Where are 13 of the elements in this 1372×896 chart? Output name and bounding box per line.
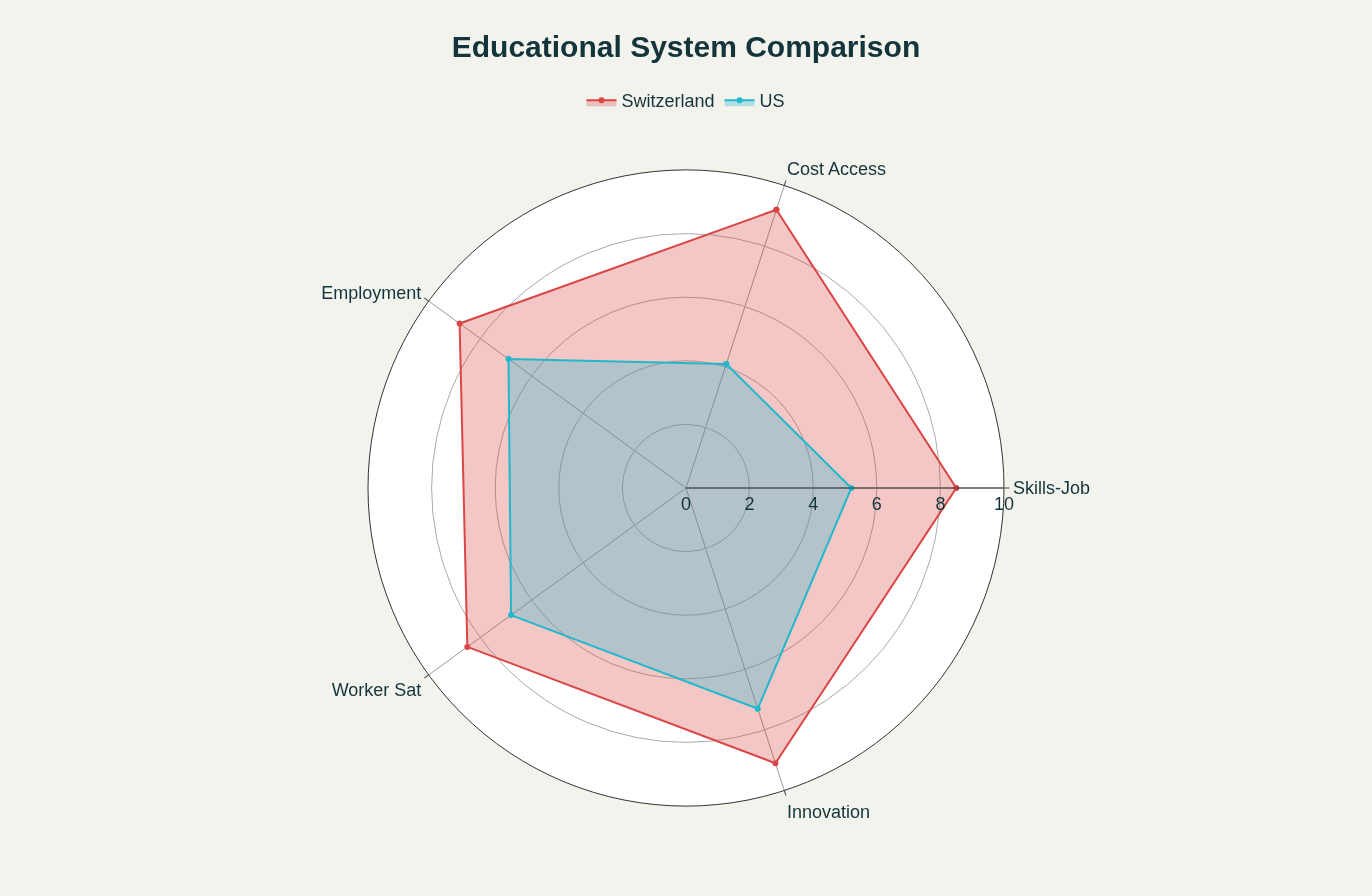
y-tick-label: 8 (935, 494, 946, 515)
legend-label: US (759, 91, 785, 112)
y-tick-label: 2 (744, 494, 755, 515)
spoke-label: Worker Sat (331, 679, 422, 700)
chart-title: Educational System Comparison (451, 29, 921, 63)
spoke-label: Cost Access (787, 159, 887, 180)
y-tick-label: 6 (871, 494, 882, 515)
y-tick-label: 4 (808, 494, 819, 515)
spoke-label: Skills-Job (1013, 478, 1091, 499)
legend-label: Switzerland (621, 91, 715, 112)
y-tick-label: 0 (680, 494, 692, 515)
spoke-label: Employment (321, 282, 422, 303)
spoke-label: Innovation (787, 802, 871, 823)
